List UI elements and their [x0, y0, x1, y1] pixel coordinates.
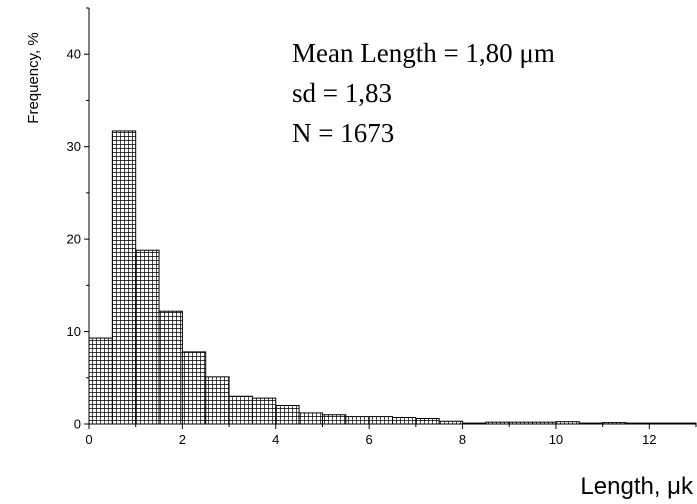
x-tick-label: 8	[459, 432, 466, 447]
histogram-bar	[88, 337, 113, 425]
y-tick-label: 0	[74, 417, 81, 432]
histogram-bar	[111, 130, 137, 425]
bars-group	[88, 130, 697, 425]
histogram-bar	[158, 310, 183, 425]
y-axis-title: Frequency, %	[25, 32, 42, 123]
x-tick-label: 10	[549, 432, 563, 447]
histogram-bar	[181, 351, 207, 425]
annotation-mean: Mean Length = 1,80 μm	[292, 38, 555, 68]
histogram-bar	[368, 416, 393, 425]
x-tick-label: 0	[85, 432, 92, 447]
histogram-bar	[298, 412, 323, 425]
axes-group	[84, 7, 697, 429]
y-tick-label: 40	[67, 47, 81, 62]
x-tick-label: 2	[179, 432, 186, 447]
histogram-bar	[228, 395, 253, 425]
histogram-bar	[135, 249, 160, 425]
annotation-sd: sd = 1,83	[292, 78, 392, 108]
x-tick-label: 12	[642, 432, 656, 447]
histogram-bar	[205, 376, 230, 425]
y-tick-label: 10	[67, 324, 81, 339]
x-axis-title: Length, μk	[580, 473, 694, 500]
histogram-bar	[345, 416, 370, 425]
y-tick-label: 30	[67, 139, 81, 154]
x-tick-label: 6	[366, 432, 373, 447]
histogram-bar	[275, 405, 300, 425]
tick-labels-group: 0 10 20 30 40 0 2 4 6 8 10 12	[67, 47, 657, 447]
x-tick-label: 4	[272, 432, 279, 447]
annotation-n: N = 1673	[292, 118, 394, 148]
histogram-bar	[392, 417, 417, 425]
histogram-bar	[415, 417, 440, 425]
y-tick-label: 20	[67, 232, 81, 247]
histogram-bar	[251, 397, 277, 425]
histogram-bar	[321, 414, 347, 425]
